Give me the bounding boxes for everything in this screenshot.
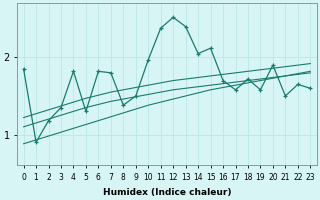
- X-axis label: Humidex (Indice chaleur): Humidex (Indice chaleur): [103, 188, 231, 197]
